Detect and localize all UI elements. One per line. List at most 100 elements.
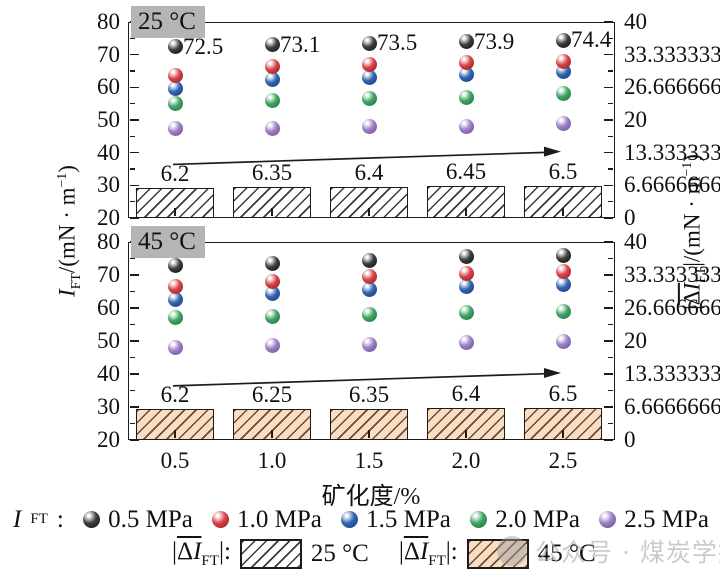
data-point-2.5-MPa [555,115,571,131]
y-tick-right [604,21,614,23]
data-point-0.5-MPa [458,249,474,265]
y-tick-left [129,200,135,203]
bar [427,186,505,218]
y-tick-label-right: 26.666666666666668 [624,74,720,100]
y-tick-left [129,389,135,392]
y-tick-right [608,389,614,392]
panel-title: 45 °C [131,226,205,258]
y-tick-label-right: 40 [624,229,647,254]
y-tick-label-left: 30 [97,172,120,198]
y-tick-right [604,373,614,375]
y-tick-right [604,86,614,89]
bar-label: 6.4 [451,381,481,407]
legend-delta-prefix: |ΔIFT|: [172,538,231,569]
y-tick-right [604,151,614,154]
data-point-1.5-MPa [361,282,377,298]
legend-item-1.0-MPa: 1.0 MPa [212,506,322,534]
legend-dot-icon [83,511,101,528]
legend-dot-icon [470,511,488,528]
y-tick-label-right: 33.333333333333336 [624,41,720,67]
y-tick-label-left: 50 [97,328,120,353]
legend-ift-prefix: I FT: [13,505,64,533]
y-tick-left [129,257,135,260]
y-tick-label-left: 50 [97,107,120,132]
y-tick-label-right: 6.666666666666667 [624,394,720,419]
data-point-2.0-MPa [555,86,571,102]
x-tick [562,430,564,439]
legend-label: 2.0 MPa [495,505,580,533]
legend-dot-icon [599,511,617,528]
data-point-2.5-MPa [167,120,183,136]
legend-item-0.5-MPa: 0.5 MPa [83,506,193,534]
y-tick-left [129,86,139,89]
y-tick-label-right: 6.666666666666667 [624,172,720,198]
legend-hatch-swatch [239,539,302,569]
y-tick-label-left: 30 [97,394,120,419]
x-tick [465,208,467,217]
y-tick-label-right: 20 [624,328,647,353]
legend-delta-prefix: |ΔIFT|: [398,538,458,569]
y-tick-right [604,340,614,342]
y-tick-label-left: 60 [97,295,120,320]
y-tick-left [129,53,139,56]
y-tick-right [604,307,614,309]
y-tick-label-left: 20 [97,205,120,230]
legend-dot-icon [341,511,359,528]
point-label: 73.1 [280,31,321,57]
y-tick-left [129,356,135,359]
y-tick-right [604,119,614,121]
data-point-2.5-MPa [361,336,377,352]
y-tick-label-left: 80 [97,229,120,254]
y-tick-right [608,168,614,170]
data-point-2.0-MPa [167,96,183,112]
legend-label: 1.0 MPa [237,505,322,533]
y-tick-label-left: 60 [97,74,120,100]
x-tick-label: 1.5 [354,448,384,473]
legend-label: 2.5 MPa [624,505,709,533]
y-tick-label-left: 40 [97,361,120,386]
y-tick-label-left: 80 [97,9,120,34]
x-tick-label: 0.5 [160,448,190,473]
data-point-0.5-MPa [264,37,280,53]
legend-hatch-swatch [466,539,529,569]
data-point-1.0-MPa [264,274,280,290]
x-tick [271,208,273,217]
legend-item-2.0-MPa: 2.0 MPa [470,506,580,534]
legend-label: 0.5 MPa [108,505,193,533]
y-tick-left [129,439,139,441]
bar-label: 6.45 [445,159,487,185]
data-point-2.5-MPa [555,333,571,349]
y-tick-left [129,37,135,40]
y-tick-right [604,241,614,243]
y-tick-label-right: 20 [624,107,647,132]
data-point-2.0-MPa [167,310,183,326]
bar [524,407,602,440]
y-tick-left [129,307,139,309]
y-tick-left [129,217,139,219]
data-point-1.5-MPa [167,81,183,97]
data-point-1.5-MPa [264,71,280,87]
x-tick-label: 2.0 [451,448,481,473]
y-tick-right [608,135,614,138]
y-tick-label-left: 70 [97,41,120,67]
y-tick-right [608,422,614,425]
data-point-0.5-MPa [167,257,183,273]
data-point-2.5-MPa [458,119,474,135]
data-point-1.0-MPa [458,265,474,281]
data-point-2.0-MPa [458,305,474,321]
y-tick-label-right: 26.666666666666668 [624,295,720,320]
data-point-1.5-MPa [458,279,474,295]
data-point-1.0-MPa [167,68,183,84]
y-tick-left [129,373,139,375]
data-point-0.5-MPa [555,247,571,263]
data-point-0.5-MPa [361,252,377,268]
y-tick-label-right: 13.333333333333334 [624,361,720,386]
point-label: 74.4 [571,27,612,53]
y-tick-label-right: 0 [624,205,636,230]
x-tick [271,430,273,439]
y-tick-left [129,340,139,342]
x-tick-label: 1.0 [257,448,287,473]
data-point-0.5-MPa [458,34,474,50]
data-point-2.0-MPa [264,92,280,108]
watermark: 公众号 · 煤炭学报 [497,533,720,569]
